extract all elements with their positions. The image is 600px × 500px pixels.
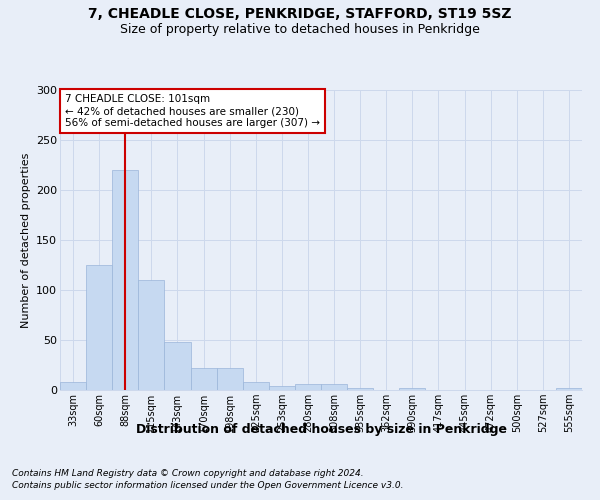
Bar (86, 265, 112, 390)
Text: Distribution of detached houses by size in Penkridge: Distribution of detached houses by size … (136, 422, 506, 436)
Bar (400, 388, 425, 390)
Bar (242, 382, 269, 390)
Y-axis label: Number of detached properties: Number of detached properties (20, 152, 31, 328)
Text: Contains HM Land Registry data © Crown copyright and database right 2024.: Contains HM Land Registry data © Crown c… (12, 468, 364, 477)
Bar (60, 382, 86, 390)
Bar (321, 384, 347, 390)
Bar (556, 388, 582, 390)
Text: 7, CHEADLE CLOSE, PENKRIDGE, STAFFORD, ST19 5SZ: 7, CHEADLE CLOSE, PENKRIDGE, STAFFORD, S… (88, 8, 512, 22)
Bar (112, 170, 139, 390)
Text: Contains public sector information licensed under the Open Government Licence v3: Contains public sector information licen… (12, 481, 404, 490)
Bar (164, 342, 191, 390)
Bar (295, 384, 321, 390)
Bar (347, 388, 373, 390)
Text: Size of property relative to detached houses in Penkridge: Size of property relative to detached ho… (120, 22, 480, 36)
Bar (217, 368, 243, 390)
Bar (269, 386, 295, 390)
Text: 7 CHEADLE CLOSE: 101sqm
← 42% of detached houses are smaller (230)
56% of semi-d: 7 CHEADLE CLOSE: 101sqm ← 42% of detache… (65, 94, 320, 128)
Bar (139, 280, 164, 390)
Bar (191, 368, 217, 390)
